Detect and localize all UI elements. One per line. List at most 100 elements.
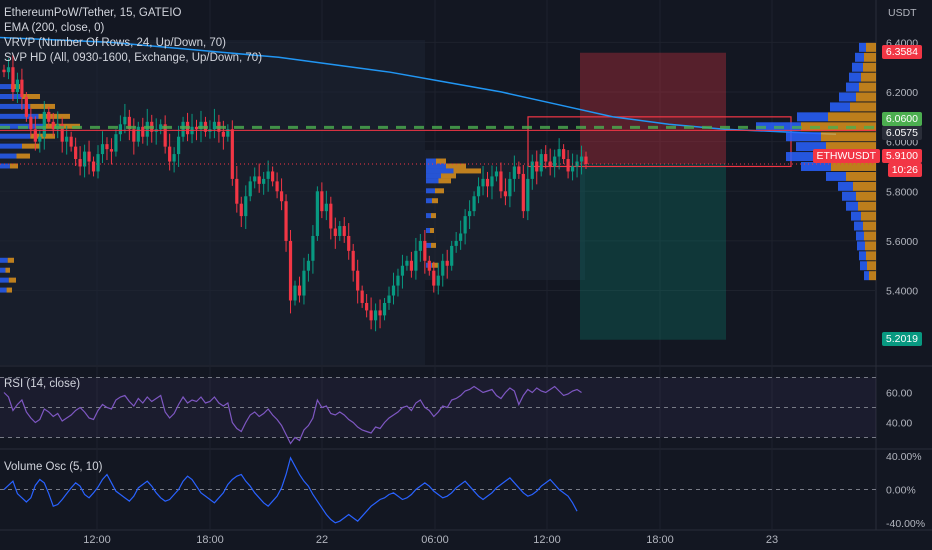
session-vp-bar xyxy=(426,242,431,248)
candle-body xyxy=(311,235,315,261)
candle-body xyxy=(378,310,382,316)
price-tick-label: 6.2000 xyxy=(886,87,918,99)
session-vp-bar xyxy=(22,94,40,99)
price-tag: 5.2019 xyxy=(881,331,922,346)
legend-svp[interactable]: SVP HD (All, 0930-1600, Exchange, Up/Dow… xyxy=(4,52,263,64)
candle-body xyxy=(114,134,118,152)
volosc-label[interactable]: Volume Osc (5, 10) xyxy=(4,461,103,473)
candle-body xyxy=(539,154,543,172)
session-vp-bar xyxy=(426,198,432,204)
vrvp-down-bar xyxy=(869,271,876,281)
session-vp-bar xyxy=(0,287,7,293)
candle-body xyxy=(445,260,449,266)
candle-body xyxy=(33,129,37,142)
candle-body xyxy=(105,144,109,150)
price-tag: 6.0575 xyxy=(881,126,922,141)
vrvp-up-bar xyxy=(864,271,869,281)
candle-body xyxy=(91,161,96,172)
candle-body xyxy=(244,196,248,217)
candle-body xyxy=(476,186,481,197)
vrvp-down-bar xyxy=(801,122,876,132)
take-profit-zone xyxy=(580,164,726,340)
rsi-tick-label: 60.00 xyxy=(886,388,912,400)
candle-body xyxy=(221,131,225,137)
candle-body xyxy=(74,146,78,160)
vrvp-down-bar xyxy=(866,251,876,261)
session-vp-bar xyxy=(5,267,10,273)
vrvp-down-bar xyxy=(864,231,876,241)
candle-body xyxy=(2,69,6,73)
candle-body xyxy=(127,116,131,130)
candle-body xyxy=(248,181,252,197)
vrvp-up-bar xyxy=(796,142,826,152)
session-vp-bar xyxy=(438,178,451,184)
time-tick-label: 18:00 xyxy=(646,534,674,546)
candle-body xyxy=(87,151,91,162)
volosc-tick-label: -40.00% xyxy=(886,518,925,530)
main-legend: EthereumPoW/Tether, 15, GATEIO EMA (200,… xyxy=(4,6,262,66)
session-vp-bar xyxy=(431,242,436,248)
candle-body xyxy=(414,250,418,271)
vrvp-down-bar xyxy=(846,171,876,181)
candle-body xyxy=(69,136,73,147)
session-vp-bar xyxy=(426,188,435,194)
time-tick-label: 06:00 xyxy=(421,534,449,546)
volume-osc-pane[interactable] xyxy=(0,456,876,524)
vrvp-up-bar xyxy=(854,221,863,231)
candle-body xyxy=(284,201,288,241)
session-vp-bar xyxy=(435,188,444,194)
position-tool[interactable] xyxy=(527,52,792,340)
vrvp-up-bar xyxy=(786,152,821,162)
vrvp-down-bar xyxy=(826,142,876,152)
rsi-pane[interactable] xyxy=(0,377,876,445)
time-tick-label: 12:00 xyxy=(533,534,561,546)
price-tag: 6.3584 xyxy=(881,44,922,59)
candle-body xyxy=(172,154,176,162)
candle-body xyxy=(526,178,530,212)
candle-body xyxy=(320,191,324,212)
session-vp-bar xyxy=(426,178,439,184)
axes: 6.40006.20006.00005.80005.60005.400060.0… xyxy=(83,37,925,546)
vrvp-down-bar xyxy=(821,132,876,142)
session-vp-bar xyxy=(30,103,55,109)
candle-body xyxy=(382,302,387,316)
rsi-legend: RSI (14, close) xyxy=(4,377,80,392)
candle-body xyxy=(262,178,266,184)
vrvp-down-bar xyxy=(856,191,876,201)
legend-vrvp[interactable]: VRVP (Number Of Rows, 24, Up/Down, 70) xyxy=(4,37,226,49)
candle-body xyxy=(11,67,15,93)
candle-body xyxy=(159,124,163,130)
candle-body xyxy=(499,171,503,192)
candle-body xyxy=(579,156,584,162)
candle-body xyxy=(239,203,243,217)
vrvp-down-bar xyxy=(859,82,876,92)
price-tick-label: 5.4000 xyxy=(886,286,918,298)
candle-body xyxy=(405,260,409,266)
candlesticks[interactable] xyxy=(2,54,588,332)
candle-body xyxy=(132,129,136,142)
vrvp-up-bar xyxy=(846,82,859,92)
session-vp-bar xyxy=(0,143,22,149)
candle-body xyxy=(141,126,145,137)
rsi-label[interactable]: RSI (14, close) xyxy=(4,378,81,390)
candle-body xyxy=(530,161,534,179)
session-vp-bar xyxy=(0,153,17,159)
candle-body xyxy=(396,275,400,286)
candle-body xyxy=(508,178,512,197)
session-vp-bar xyxy=(431,213,436,219)
session-vp-bar xyxy=(426,228,430,233)
candle-body xyxy=(418,240,422,251)
candle-body xyxy=(194,126,199,130)
session-vp-bar xyxy=(9,163,18,169)
session-vp-bar xyxy=(11,84,20,90)
price-levels xyxy=(0,125,876,165)
volosc-tick-label: 40.00% xyxy=(886,451,922,463)
candle-body xyxy=(253,176,257,182)
symbol-title[interactable]: EthereumPoW/Tether, 15, GATEIO xyxy=(4,7,182,19)
candle-body xyxy=(391,285,396,296)
candle-body xyxy=(266,171,270,179)
rsi-line xyxy=(3,385,582,445)
candle-body xyxy=(315,191,319,236)
legend-ema[interactable]: EMA (200, close, 0) xyxy=(4,22,105,34)
